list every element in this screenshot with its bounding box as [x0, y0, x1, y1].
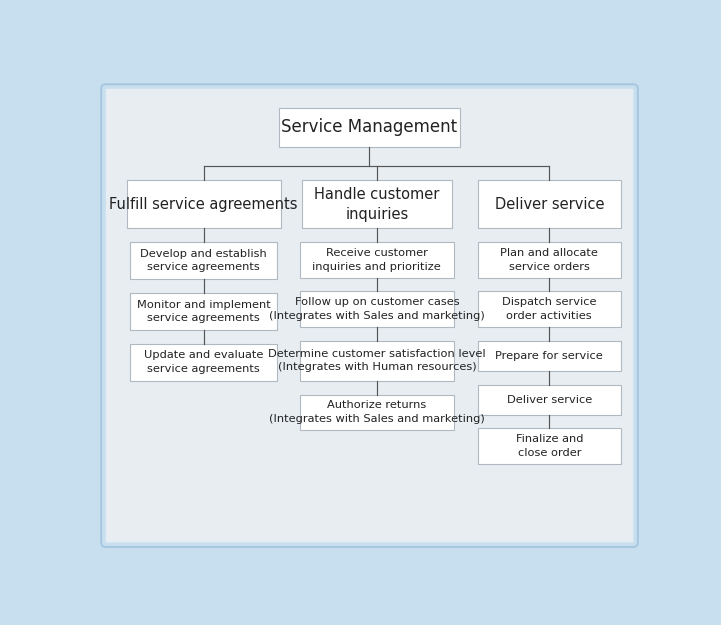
Text: Determine customer satisfaction level
(Integrates with Human resources): Determine customer satisfaction level (I… [268, 349, 486, 372]
Text: Deliver service: Deliver service [507, 395, 592, 405]
Text: Plan and allocate
service orders: Plan and allocate service orders [500, 248, 598, 272]
Text: Finalize and
close order: Finalize and close order [516, 434, 583, 458]
Text: Monitor and implement
service agreements: Monitor and implement service agreements [137, 299, 270, 323]
Text: Service Management: Service Management [281, 118, 457, 136]
FancyBboxPatch shape [478, 291, 621, 327]
FancyBboxPatch shape [478, 341, 621, 371]
Text: Authorize returns
(Integrates with Sales and marketing): Authorize returns (Integrates with Sales… [269, 401, 485, 424]
FancyBboxPatch shape [131, 344, 277, 381]
FancyBboxPatch shape [131, 293, 277, 330]
Text: Prepare for service: Prepare for service [495, 351, 603, 361]
FancyBboxPatch shape [478, 428, 621, 464]
Text: Handle customer
inquiries: Handle customer inquiries [314, 187, 440, 222]
FancyBboxPatch shape [127, 181, 280, 228]
Text: Update and evaluate
service agreements: Update and evaluate service agreements [144, 351, 263, 374]
FancyBboxPatch shape [300, 242, 454, 278]
Text: Receive customer
inquiries and prioritize: Receive customer inquiries and prioritiz… [312, 248, 441, 272]
Text: Follow up on customer cases
(Integrates with Sales and marketing): Follow up on customer cases (Integrates … [269, 298, 485, 321]
FancyBboxPatch shape [478, 385, 621, 414]
FancyBboxPatch shape [278, 108, 459, 147]
Text: Develop and establish
service agreements: Develop and establish service agreements [140, 249, 267, 272]
Text: Deliver service: Deliver service [495, 197, 604, 212]
FancyBboxPatch shape [478, 242, 621, 278]
FancyBboxPatch shape [131, 242, 277, 279]
Text: Fulfill service agreements: Fulfill service agreements [110, 197, 298, 212]
Text: Dispatch service
order activities: Dispatch service order activities [502, 298, 596, 321]
FancyBboxPatch shape [302, 181, 452, 228]
FancyBboxPatch shape [300, 291, 454, 327]
FancyBboxPatch shape [300, 341, 454, 381]
FancyBboxPatch shape [106, 89, 633, 542]
FancyBboxPatch shape [300, 394, 454, 430]
FancyBboxPatch shape [478, 181, 621, 228]
